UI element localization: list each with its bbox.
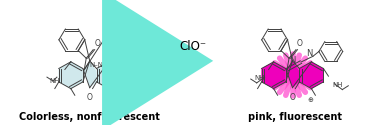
Text: NH: NH bbox=[254, 75, 265, 81]
Polygon shape bbox=[59, 61, 121, 89]
Polygon shape bbox=[262, 61, 324, 89]
Text: pink, fluorescent: pink, fluorescent bbox=[248, 112, 342, 122]
Text: NH: NH bbox=[50, 78, 60, 84]
Polygon shape bbox=[59, 62, 83, 89]
Text: ClO⁻: ClO⁻ bbox=[180, 40, 207, 53]
Text: O: O bbox=[297, 39, 303, 48]
Text: N: N bbox=[306, 49, 312, 58]
Text: NH: NH bbox=[332, 82, 343, 88]
Text: N–NH: N–NH bbox=[89, 62, 108, 68]
Text: O: O bbox=[94, 39, 100, 48]
Text: NH: NH bbox=[132, 85, 142, 91]
Text: O: O bbox=[87, 93, 93, 102]
Text: N: N bbox=[289, 56, 295, 65]
Text: Colorless, nonfluorescent: Colorless, nonfluorescent bbox=[19, 112, 160, 122]
Polygon shape bbox=[262, 62, 286, 89]
Text: O: O bbox=[290, 93, 296, 102]
Polygon shape bbox=[96, 62, 121, 89]
Polygon shape bbox=[299, 62, 324, 89]
Text: ⊕: ⊕ bbox=[307, 97, 313, 103]
